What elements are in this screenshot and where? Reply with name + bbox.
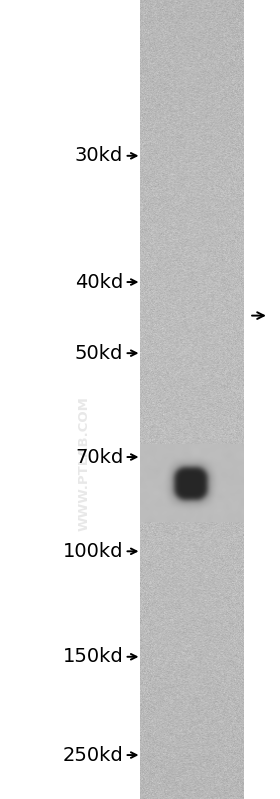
Text: 70kd: 70kd (75, 447, 123, 467)
Text: 100kd: 100kd (63, 542, 123, 561)
Text: 150kd: 150kd (62, 647, 123, 666)
Text: 250kd: 250kd (62, 745, 123, 765)
Text: 30kd: 30kd (75, 146, 123, 165)
Text: 40kd: 40kd (75, 272, 123, 292)
Text: 50kd: 50kd (75, 344, 123, 363)
Text: WWW.PTLAB.COM: WWW.PTLAB.COM (78, 396, 90, 531)
